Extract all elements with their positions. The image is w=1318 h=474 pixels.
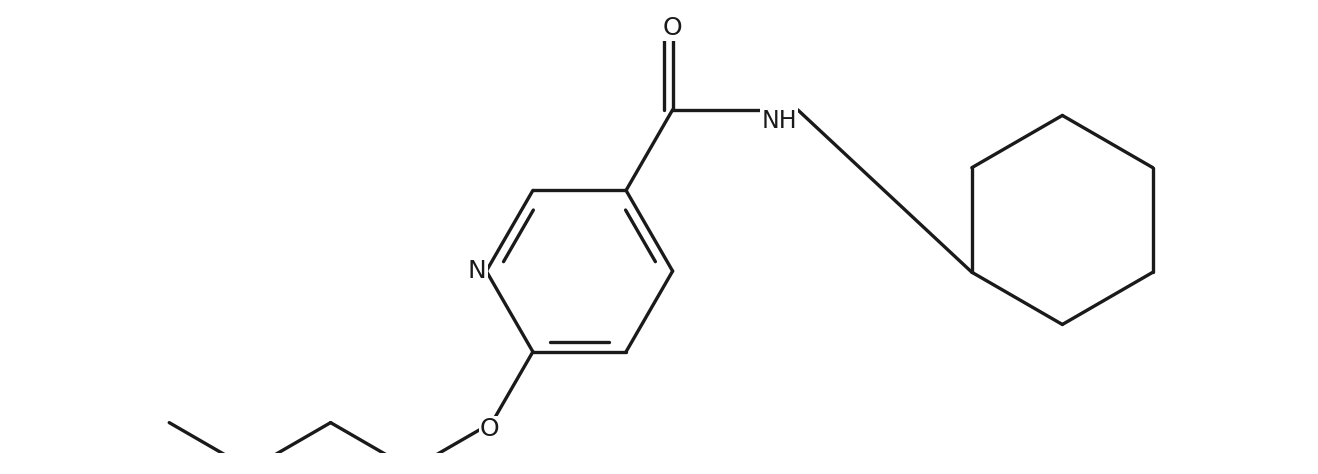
Text: N: N	[468, 259, 486, 283]
Text: O: O	[480, 418, 500, 441]
Text: NH: NH	[762, 109, 797, 133]
Text: O: O	[663, 16, 683, 40]
